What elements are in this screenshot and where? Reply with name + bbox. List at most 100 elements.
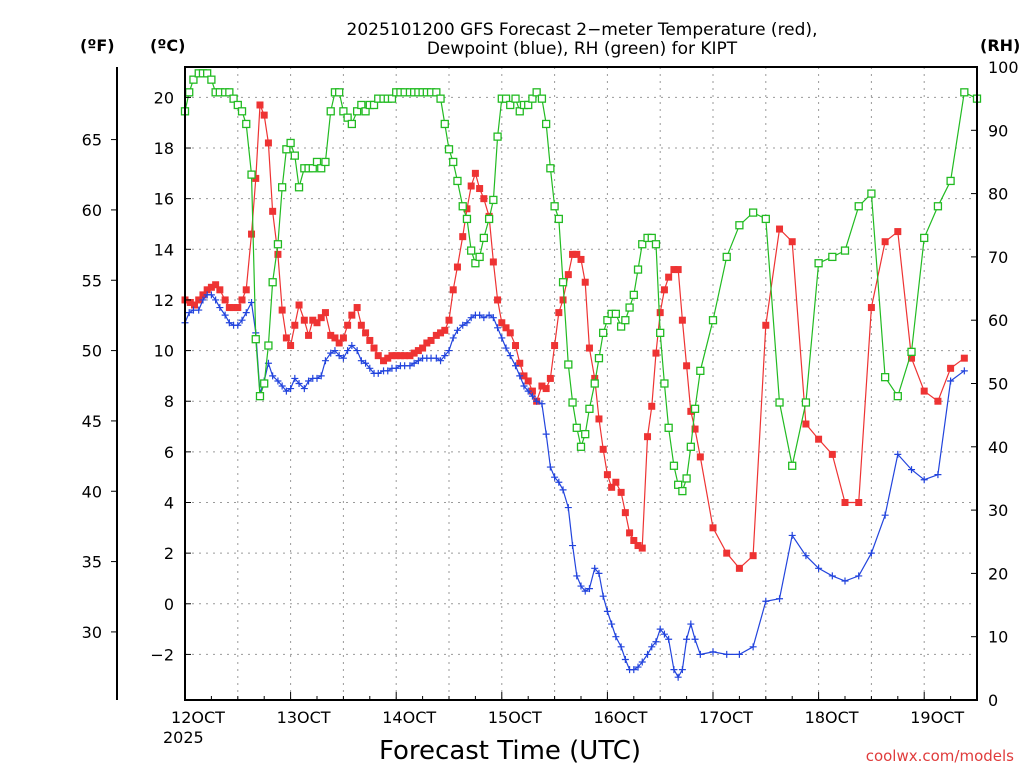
celsius-tick-label: 12	[154, 291, 174, 310]
data-series	[180, 69, 982, 681]
dewpoint-point	[512, 362, 520, 370]
dewpoint-point	[660, 630, 668, 638]
2-meter-temperature-point	[528, 387, 536, 395]
dewpoint-point	[585, 585, 593, 593]
2-meter-temperature-point	[648, 402, 656, 410]
dewpoint-point	[691, 635, 699, 643]
dewpoint-point	[947, 377, 955, 385]
2-meter-temperature-point	[670, 266, 678, 274]
dewpoint-point	[392, 364, 400, 372]
2-meter-temperature-point	[427, 336, 435, 344]
dewpoint-point	[445, 347, 453, 355]
relative-humidity-point	[273, 240, 283, 249]
2-meter-temperature-point	[313, 319, 321, 327]
2-meter-temperature-point	[696, 453, 704, 461]
2-meter-temperature-point	[357, 321, 365, 329]
2-meter-temperature-point	[339, 334, 347, 342]
x-axis-title: Forecast Time (UTC)	[379, 736, 641, 766]
2-meter-temperature-point	[674, 266, 682, 274]
2-meter-temperature-point	[691, 425, 699, 433]
relative-humidity-point	[335, 88, 344, 97]
relative-humidity-point	[229, 94, 238, 103]
2-meter-temperature-series	[181, 101, 968, 572]
dewpoint-point	[295, 380, 303, 387]
rh-tick-label: 10	[988, 628, 1008, 647]
relative-humidity-point	[554, 214, 563, 224]
relative-humidity-point	[471, 259, 480, 268]
dewpoint-point	[678, 666, 686, 674]
relative-humidity-point	[708, 316, 718, 325]
relative-humidity-point	[317, 164, 326, 173]
relative-humidity-point	[458, 202, 467, 211]
dewpoint-point	[815, 564, 823, 572]
2-meter-temperature-point	[300, 316, 308, 324]
rh-axis-header: (RH)	[980, 36, 1020, 55]
x-tick-label: 17OCT	[699, 708, 753, 727]
relative-humidity-point	[946, 176, 955, 186]
relative-humidity-point	[656, 328, 665, 338]
2-meter-temperature-point	[248, 230, 256, 238]
2-meter-temperature-point	[617, 488, 625, 496]
rh-tick-label: 50	[988, 375, 1008, 394]
celsius-tick-label: 16	[154, 190, 174, 209]
dewpoint-point	[317, 372, 325, 380]
dewpoint-point	[502, 344, 510, 352]
dewpoint-point	[709, 648, 717, 656]
relative-humidity-point	[312, 157, 322, 167]
dewpoint-point	[920, 476, 928, 484]
dewpoint-point	[362, 359, 370, 367]
2-meter-temperature-point	[551, 342, 559, 350]
dewpoint-point	[617, 643, 625, 651]
dewpoint-point	[489, 314, 497, 322]
relative-humidity-point	[594, 354, 604, 363]
rh-tick-label: 90	[988, 121, 1008, 140]
dewpoint-point	[630, 666, 638, 674]
2-meter-temperature-point	[419, 344, 427, 352]
dewpoint-point	[674, 673, 682, 681]
2-meter-temperature-point	[321, 309, 329, 317]
x-year-label: 2025	[163, 728, 204, 747]
relative-humidity-point	[506, 100, 515, 110]
dewpoint-point	[441, 352, 449, 360]
2-meter-temperature-point	[934, 397, 942, 405]
x-tick-label: 16OCT	[593, 708, 647, 727]
2-meter-temperature-point	[749, 552, 757, 560]
relative-humidity-point	[761, 214, 770, 224]
2-meter-temperature-point	[203, 286, 211, 294]
dewpoint-point	[634, 663, 642, 671]
dewpoint-point	[762, 597, 770, 605]
relative-humidity-point	[524, 100, 533, 110]
relative-humidity-point	[467, 246, 476, 255]
2-meter-temperature-point	[463, 205, 471, 213]
2-meter-temperature-point	[221, 296, 229, 304]
dewpoint-point	[506, 352, 514, 360]
2-meter-temperature-point	[459, 233, 467, 241]
2-meter-temperature-point	[678, 316, 686, 324]
x-tick-label: 19OCT	[910, 708, 964, 727]
2-meter-temperature-point	[776, 225, 784, 233]
2-meter-temperature-point	[432, 331, 440, 339]
relative-humidity-point	[489, 195, 498, 205]
2-meter-temperature-point	[621, 509, 629, 517]
relative-humidity-point	[436, 94, 445, 103]
relative-humidity-point	[840, 246, 850, 255]
2-meter-temperature-point	[603, 471, 611, 479]
celsius-tick-label: 4	[164, 494, 174, 513]
relative-humidity-point	[453, 176, 462, 186]
2-meter-temperature-point	[331, 334, 339, 342]
relative-humidity-point	[387, 94, 397, 103]
dewpoint-point	[828, 572, 836, 580]
rh-tick-label: 100	[988, 58, 1019, 77]
2-meter-temperature-point	[384, 354, 392, 362]
relative-humidity-point	[814, 259, 823, 268]
2-meter-temperature-point	[216, 286, 224, 294]
dewpoint-point	[524, 387, 532, 395]
relative-humidity-point	[432, 88, 441, 97]
relative-humidity-point	[321, 157, 330, 167]
relative-humidity-point	[550, 202, 559, 211]
dewpoint-point	[278, 382, 286, 390]
dewpoint-point	[291, 374, 299, 382]
relative-humidity-point	[590, 379, 599, 388]
2-meter-temperature-point	[512, 342, 520, 350]
relative-humidity-point	[343, 113, 352, 122]
